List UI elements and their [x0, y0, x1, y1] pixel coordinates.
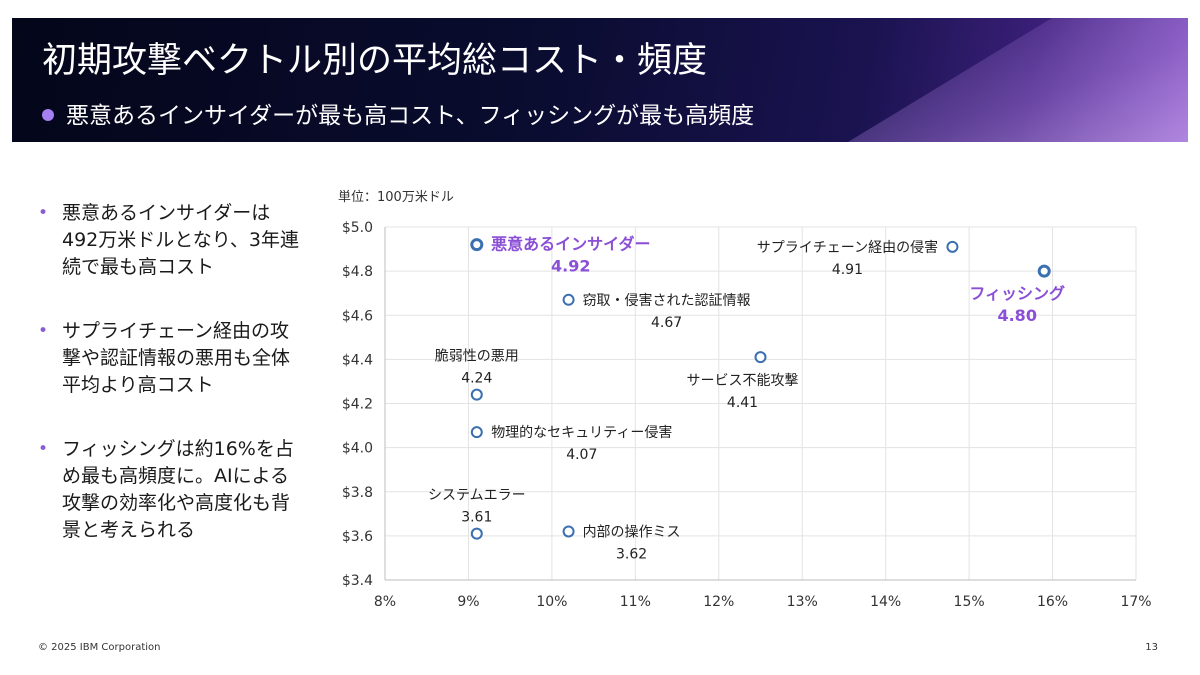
- point-name-label: 内部の操作ミス: [583, 524, 681, 540]
- bullet-list: • 悪意あるインサイダーは492万米ドルとなり、3年連続で最も高コスト • サプライ…: [36, 200, 306, 581]
- bullet-icon: •: [38, 203, 49, 223]
- page-subtitle: 悪意あるインサイダーが最も高コスト、フィッシングが最も高頻度: [42, 96, 754, 130]
- point-value-label: 4.07: [566, 447, 597, 463]
- data-point: [562, 293, 575, 306]
- x-tick-label: 8%: [374, 594, 396, 610]
- point-value-label: 4.67: [651, 315, 682, 331]
- data-point: [946, 240, 959, 253]
- data-point: [562, 525, 575, 538]
- y-tick-label: $4.4: [342, 352, 373, 368]
- x-tick-label: 14%: [870, 594, 901, 610]
- x-tick-label: 15%: [954, 594, 985, 610]
- subtitle-text: 悪意あるインサイダーが最も高コスト、フィッシングが最も高頻度: [66, 103, 755, 129]
- header-banner: 初期攻撃ベクトル別の平均総コスト・頻度 悪意あるインサイダーが最も高コスト、フィ…: [12, 18, 1188, 142]
- data-point: [470, 527, 483, 540]
- point-name-label: サービス不能攻撃: [687, 373, 799, 389]
- subtitle-bullet-icon: [42, 108, 54, 121]
- x-tick-label: 12%: [703, 594, 734, 610]
- y-tick-label: $4.6: [342, 308, 373, 324]
- point-name-label: 悪意あるインサイダー: [491, 235, 650, 254]
- point-name-label: 脆弱性の悪用: [435, 348, 519, 365]
- bullet-text: フィッシングは約16%を占め最も高頻度に。AIによる攻撃の効率化や高度化も背景と…: [62, 438, 294, 541]
- scatter-chart: 8% 9% 10% 11% 12% 13% 14% 15% 16% 17% $3.4 $3.6 $3.8…: [342, 220, 1152, 610]
- copyright: © 2025 IBM Corporation: [38, 642, 161, 653]
- bullet-text: サプライチェーン経由の攻撃や認証情報の悪用も全体平均より高コスト: [62, 320, 291, 396]
- data-point: [470, 426, 483, 439]
- y-tick-label: $4.0: [342, 441, 373, 457]
- page-title: 初期攻撃ベクトル別の平均総コスト・頻度: [42, 41, 708, 81]
- point-value-label: 4.92: [551, 257, 590, 276]
- point-name-label: 物理的なセキュリティー侵害: [491, 424, 672, 441]
- point-name-label: サプライチェーン経由の侵害: [757, 239, 938, 256]
- bullet-text: 悪意あるインサイダーは492万米ドルとなり、3年連続で最も高コスト: [62, 202, 300, 278]
- point-value-label: 4.24: [461, 371, 492, 387]
- point-value-label: 4.80: [997, 306, 1036, 325]
- data-point: [470, 388, 483, 401]
- bullet-icon: •: [38, 439, 49, 459]
- y-tick-label: $5.0: [342, 220, 373, 236]
- x-tick-label: 11%: [620, 594, 651, 610]
- y-tick-label: $3.8: [342, 485, 373, 501]
- x-tick-label: 17%: [1120, 594, 1151, 610]
- bullet-icon: •: [38, 321, 49, 341]
- x-tick-label: 10%: [536, 594, 567, 610]
- bullet-item: • フィッシングは約16%を占め最も高頻度に。AIによる攻撃の効率化や高度化も背景…: [36, 436, 306, 544]
- y-tick-label: $4.8: [342, 264, 373, 280]
- point-value-label: 4.41: [727, 395, 758, 411]
- header-decoration: [848, 18, 1188, 142]
- bullet-item: • 悪意あるインサイダーは492万米ドルとなり、3年連続で最も高コスト: [36, 200, 306, 281]
- point-value-label: 3.62: [616, 546, 647, 562]
- y-tick-label: $3.4: [342, 573, 373, 589]
- x-tick-label: 13%: [787, 594, 818, 610]
- unit-label: 単位：100万米ドル: [338, 190, 454, 205]
- point-name-label: システムエラー: [428, 488, 526, 504]
- point-name-label: フィッシング: [969, 284, 1065, 303]
- point-name-label: 窃取・侵害された認証情報: [583, 292, 751, 309]
- page-number: 13: [1145, 642, 1158, 653]
- x-tick-label: 9%: [457, 594, 479, 610]
- x-tick-label: 16%: [1037, 594, 1068, 610]
- data-point: [754, 351, 767, 364]
- bullet-item: • サプライチェーン経由の攻撃や認証情報の悪用も全体平均より高コスト: [36, 318, 306, 399]
- point-value-label: 3.61: [461, 510, 492, 526]
- point-value-label: 4.91: [832, 262, 863, 278]
- data-point: [1037, 264, 1051, 278]
- data-point: [470, 238, 484, 252]
- y-tick-label: $3.6: [342, 529, 373, 545]
- y-tick-label: $4.2: [342, 397, 373, 413]
